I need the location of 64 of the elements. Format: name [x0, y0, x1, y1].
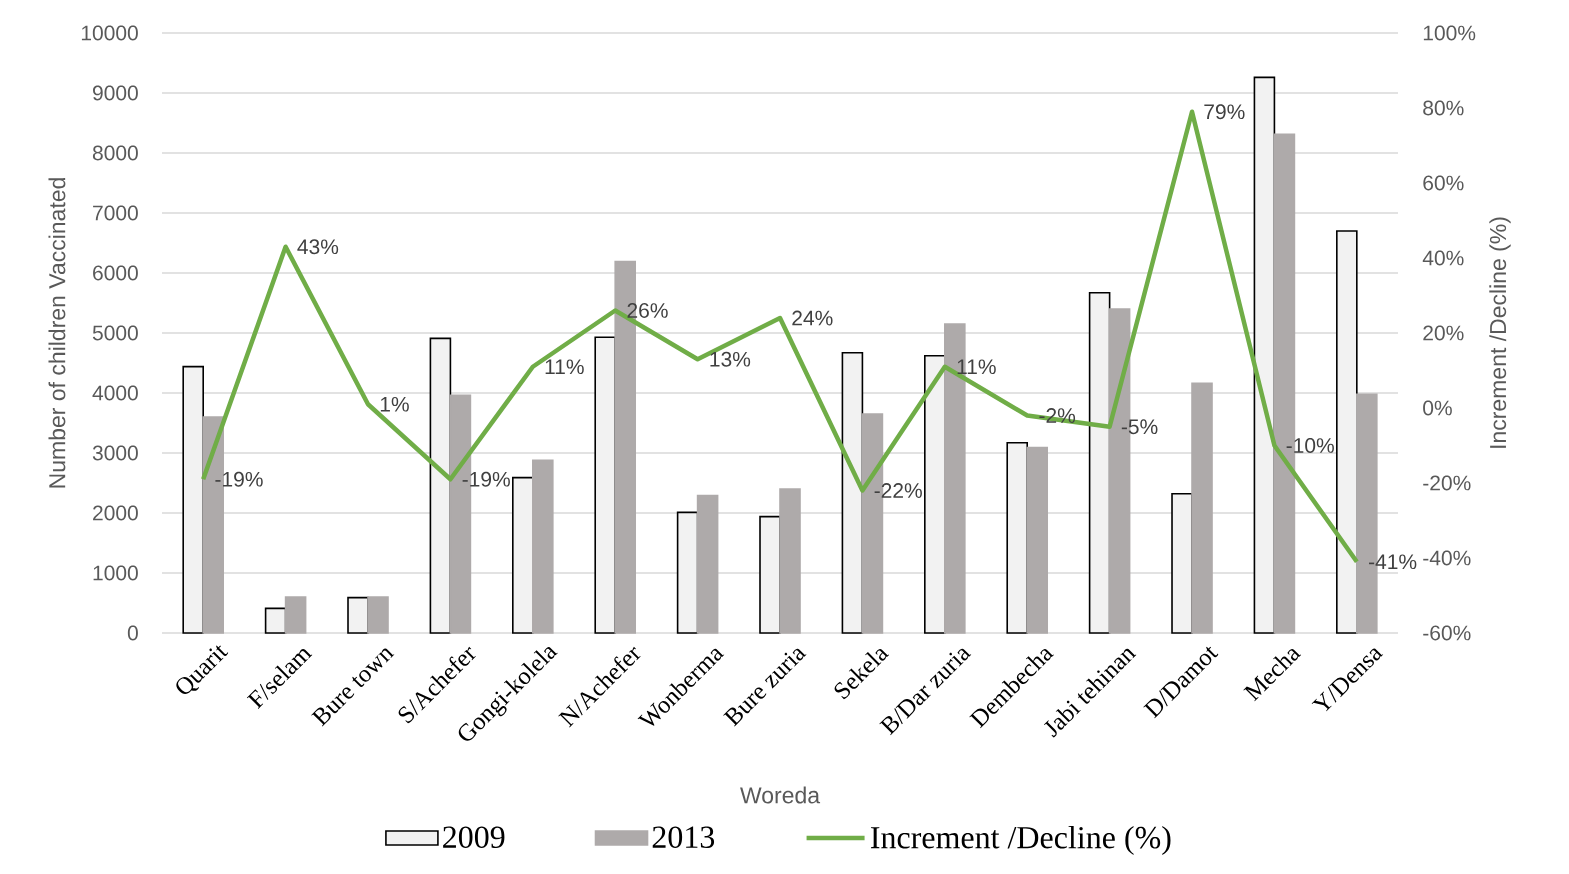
data-label: 11% [957, 359, 996, 375]
bar [1253, 76, 1276, 634]
legend-label: 2009 [443, 826, 505, 848]
y-tick-label: 4000 [92, 385, 138, 401]
bar [182, 365, 204, 634]
y-tick-label: 3000 [92, 445, 138, 461]
data-label: 11% [545, 359, 584, 375]
y-tick-label: 8000 [92, 145, 138, 161]
y-axis-title: Number of children Vaccinated [48, 178, 66, 488]
data-label: -5% [1121, 419, 1158, 435]
y2-tick-label: 80% [1423, 100, 1464, 116]
data-label: -10% [1286, 438, 1334, 453]
legend-label: 2013 [652, 826, 715, 848]
y-tick-label: 0 [127, 625, 138, 641]
bar [1026, 446, 1049, 634]
bar [1006, 442, 1029, 634]
data-label: 1% [380, 396, 409, 412]
bar [367, 596, 389, 634]
data-label: -19% [462, 471, 510, 487]
bar [1191, 382, 1213, 634]
bar [696, 494, 719, 634]
data-label: 26% [627, 303, 668, 318]
bar [841, 351, 864, 634]
y-tick-label: 10000 [81, 25, 138, 41]
data-label: 24% [792, 310, 833, 326]
y2-axis-title: Increment /Decline (%) [1489, 217, 1511, 448]
y-tick-label: 2000 [93, 505, 138, 521]
bar [1171, 492, 1193, 634]
bar [1336, 230, 1358, 634]
y2-tick-label: 40% [1422, 250, 1464, 266]
data-label: 43% [297, 239, 339, 255]
bar [264, 607, 287, 634]
y2-tick-label: 20% [1423, 325, 1464, 341]
bar [347, 596, 369, 634]
y-tick-label: 9000 [93, 85, 138, 101]
x-axis-title: Woreda [740, 786, 821, 804]
bar [594, 336, 617, 634]
data-label: -41% [1369, 554, 1417, 570]
y2-tick-label: -40% [1423, 550, 1471, 566]
y-tick-label: 6000 [93, 265, 138, 281]
data-label: 79% [1204, 104, 1245, 120]
data-label: -19% [215, 471, 263, 487]
y2-tick-label: -60% [1423, 625, 1471, 641]
y-tick-label: 7000 [93, 205, 138, 221]
bar [284, 596, 307, 634]
legend-label: Increment /Decline (%) [870, 825, 1171, 855]
bar [1088, 291, 1111, 634]
bar [779, 488, 801, 634]
bar [924, 354, 946, 634]
y-tick-label: 5000 [92, 325, 138, 341]
y2-tick-label: -20% [1423, 475, 1471, 491]
data-label: 13% [710, 351, 751, 367]
data-label: -22% [874, 483, 922, 498]
x-tick-label: Bure town [311, 648, 395, 727]
bar [759, 515, 781, 634]
bar [676, 511, 699, 634]
x-tick-label: Bure zuria [723, 648, 807, 727]
bar [512, 476, 534, 634]
y2-tick-label: 0% [1423, 400, 1452, 416]
y2-tick-label: 60% [1423, 175, 1464, 191]
y-tick-label: 1000 [93, 565, 138, 581]
y2-tick-label: 100% [1423, 25, 1476, 41]
bar [429, 337, 452, 634]
bar [532, 459, 554, 634]
